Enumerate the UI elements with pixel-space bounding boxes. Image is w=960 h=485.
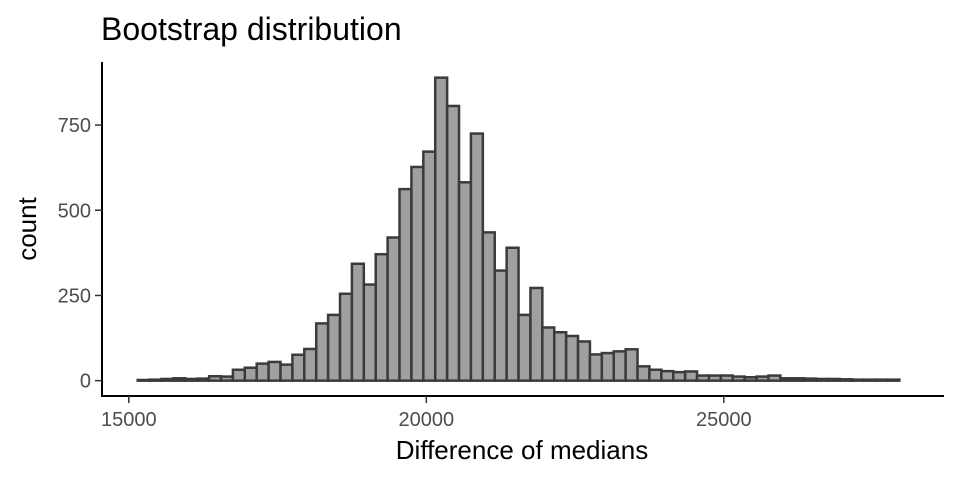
x-axis-ticks: 15000 20000 25000 — [101, 396, 752, 431]
histogram-bar — [398, 187, 413, 382]
histogram-bar — [433, 76, 449, 382]
histogram-bar — [552, 331, 568, 382]
histogram-bar — [731, 375, 746, 382]
histogram-bar — [184, 377, 199, 382]
histogram-bar — [410, 165, 425, 382]
histogram-bar — [779, 377, 794, 382]
histogram-bar — [136, 378, 151, 382]
histogram-bar — [600, 351, 615, 382]
histogram-bar — [886, 378, 901, 382]
histogram-bar — [255, 362, 270, 382]
histogram-bar — [624, 348, 639, 382]
histogram-bar — [267, 360, 282, 382]
histogram-bar — [719, 374, 735, 382]
histogram-bar — [195, 377, 211, 382]
y-tick-label: 500 — [58, 200, 91, 222]
histogram-bar — [338, 292, 354, 382]
y-axis-ticks: 0 250 500 750 — [58, 115, 102, 393]
histogram-bar — [755, 375, 770, 382]
histogram-bar — [791, 377, 806, 382]
histogram-bar — [160, 377, 175, 382]
histogram-bar — [457, 181, 473, 382]
histogram-bar — [802, 377, 818, 382]
histogram-bar — [838, 378, 854, 382]
histogram-bar — [243, 366, 258, 382]
histogram-bar — [231, 368, 247, 382]
histogram-bar — [874, 378, 889, 382]
histogram-bar — [350, 262, 366, 382]
histogram-bar — [862, 378, 877, 382]
histogram-bar — [683, 370, 699, 382]
y-axis-title: count — [12, 196, 42, 260]
x-tick-label: 20000 — [398, 409, 454, 431]
x-tick-label: 15000 — [101, 409, 157, 431]
histogram-bar — [743, 376, 758, 382]
histogram-bar — [672, 370, 687, 382]
histogram-bar — [481, 231, 496, 382]
histogram-bar — [612, 350, 627, 382]
histogram-bar — [576, 340, 592, 382]
x-axis-title: Difference of medians — [396, 435, 648, 465]
x-tick-label: 25000 — [696, 409, 752, 431]
histogram-bar — [362, 283, 377, 382]
histogram-bar — [826, 377, 842, 382]
histogram-bar — [172, 377, 187, 382]
histogram-bar — [636, 365, 651, 382]
histogram-bar — [814, 377, 830, 382]
histogram-bar — [148, 378, 163, 382]
chart-title: Bootstrap distribution — [101, 11, 402, 47]
y-tick-label: 750 — [58, 115, 91, 137]
histogram-bar — [541, 326, 556, 382]
histogram-bar — [767, 374, 782, 382]
histogram-bar — [207, 374, 223, 382]
histogram-bar — [279, 363, 294, 382]
histogram-bar — [422, 150, 437, 382]
histogram-bar — [303, 347, 318, 382]
histogram-bar — [695, 374, 711, 382]
histogram-bar — [374, 252, 389, 382]
histogram-bar — [529, 286, 544, 382]
y-tick-label: 250 — [58, 285, 91, 307]
histogram-bar — [588, 353, 604, 382]
histogram-bar — [469, 132, 485, 382]
histogram-bar — [386, 236, 401, 382]
histogram-bar — [707, 374, 723, 382]
histogram-bar — [291, 353, 306, 382]
histogram-bar — [648, 368, 663, 382]
histogram-bar — [564, 334, 580, 382]
histogram-bar — [314, 322, 330, 382]
histogram-bar — [505, 246, 520, 382]
histogram-bar — [326, 313, 342, 382]
histogram-bars — [136, 76, 901, 382]
histogram-bar — [517, 313, 532, 382]
histogram-bar — [660, 369, 675, 382]
histogram-bar — [445, 104, 461, 382]
y-tick-label: 0 — [80, 371, 91, 393]
histogram-bar — [850, 378, 865, 382]
histogram-bar — [493, 269, 508, 382]
histogram-bar — [219, 375, 235, 382]
